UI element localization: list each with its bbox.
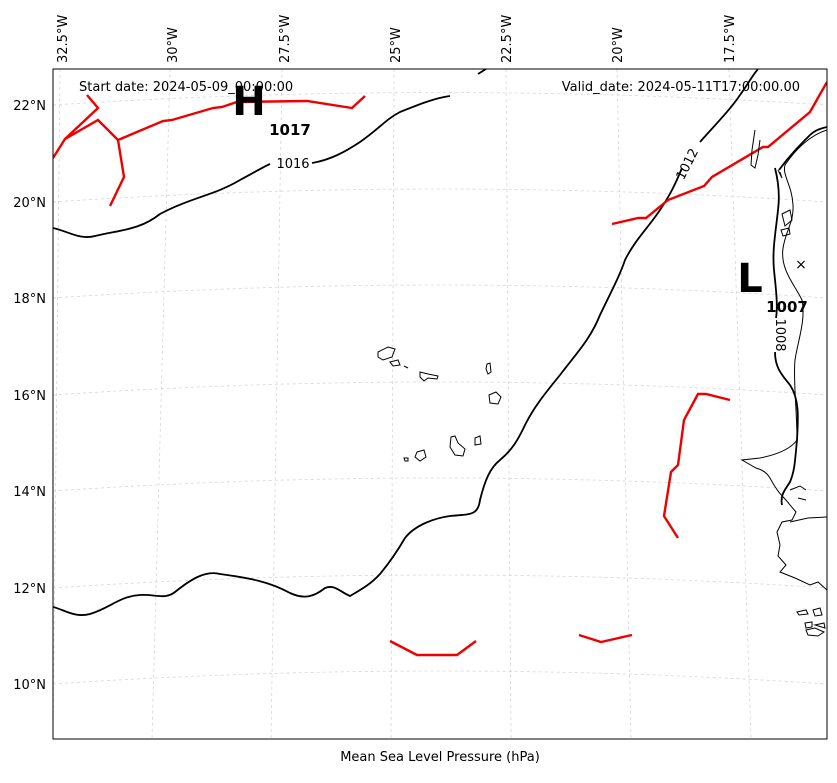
- longitude-labels: 32.5°W 30°W 27.5°W 25°W 22.5°W 20°W 17.5…: [56, 15, 738, 63]
- high-pressure-symbol: H: [232, 79, 265, 125]
- low-pressure-value: 1007: [766, 298, 808, 316]
- meridian-32-5w: [53, 69, 61, 739]
- isobar-label-1012: 1012: [674, 146, 702, 182]
- valid-date: Valid_date: 2024-05-11T17:00:00.00: [562, 80, 800, 95]
- bijagos-5: [813, 622, 826, 629]
- fronts: [53, 81, 827, 657]
- cv-santo-antao: [377, 346, 396, 361]
- parallel-22n: [53, 92, 827, 106]
- african-coast: [740, 129, 827, 591]
- map-frame: [52, 68, 828, 740]
- isobar-label-1016: 1016: [276, 157, 309, 172]
- isobars: [53, 69, 827, 616]
- low-center-marker: ×: [795, 257, 807, 273]
- lat-label-12n: 12°N: [13, 582, 46, 597]
- parallel-10n: [53, 670, 827, 685]
- parallel-12n: [53, 574, 827, 589]
- front-south-1: [389, 639, 477, 657]
- coastlines: [377, 129, 827, 637]
- meridian-30w: [151, 69, 171, 739]
- guinea-bissau-coast: [789, 516, 827, 523]
- bijagos-3: [804, 621, 813, 629]
- cv-maio: [474, 435, 482, 446]
- parallel-14n: [53, 477, 827, 492]
- bijagos-4: [805, 627, 826, 637]
- lon-label-20w: 20°W: [611, 27, 626, 63]
- graticule: [53, 69, 827, 739]
- bijagos-2: [812, 607, 823, 617]
- lon-label-17-5w: 17.5°W: [723, 15, 738, 63]
- parallel-20n: [53, 188, 827, 203]
- lat-label-14n: 14°N: [13, 485, 46, 500]
- island-gulf-2: [780, 227, 791, 237]
- cv-sao-vicente: [389, 359, 401, 367]
- meridian-20w: [616, 69, 632, 739]
- isobar-label-1008: 1008: [772, 318, 787, 351]
- parallel-16n: [53, 381, 827, 396]
- start-date: Start date: 2024-05-09_00:00:00: [79, 80, 293, 95]
- cv-sao-nicolau: [419, 371, 439, 382]
- cv-santiago: [449, 435, 466, 457]
- meridian-22-5w: [505, 69, 512, 739]
- high-pressure-value: 1017: [269, 121, 311, 139]
- meridian-25w: [390, 69, 395, 739]
- parallel-18n: [53, 284, 827, 299]
- isobar-1016-line: [53, 69, 487, 238]
- lat-label-22n: 22°N: [13, 99, 46, 114]
- lat-label-10n: 10°N: [13, 678, 46, 693]
- front-northeast: [611, 81, 827, 226]
- bijagos-1: [796, 609, 809, 616]
- front-south-2: [578, 633, 633, 644]
- coast-inlet-north: [750, 129, 761, 169]
- lat-label-20n: 20°N: [13, 196, 46, 211]
- cv-sal: [485, 362, 492, 375]
- lon-label-22-5w: 22.5°W: [500, 15, 515, 63]
- latitude-labels: 22°N 20°N 18°N 16°N 14°N 12°N 10°N: [13, 99, 46, 693]
- lon-label-25w: 25°W: [389, 27, 404, 63]
- isobar-1008-outer: [778, 126, 827, 171]
- front-east: [662, 392, 731, 539]
- island-gulf-1: [781, 209, 793, 227]
- isobar-1012-line: [53, 69, 759, 616]
- lon-label-27-5w: 27.5°W: [278, 15, 293, 63]
- lon-label-32-5w: 32.5°W: [56, 15, 71, 63]
- front-northwest: [53, 94, 366, 207]
- lon-label-30w: 30°W: [166, 27, 181, 63]
- low-pressure-symbol: L: [737, 256, 763, 302]
- cv-santa-luzia: [403, 365, 409, 369]
- lat-label-18n: 18°N: [13, 292, 46, 307]
- cv-fogo: [414, 449, 427, 462]
- meridian-17-5w: [728, 69, 752, 739]
- cape-blanc: [777, 169, 783, 179]
- gambia-coast: [789, 485, 807, 501]
- meridian-27-5w: [270, 69, 283, 739]
- cv-brava: [403, 457, 409, 462]
- cv-boa-vista: [488, 391, 502, 405]
- x-axis-label: Mean Sea Level Pressure (hPa): [340, 750, 540, 765]
- lat-label-16n: 16°N: [13, 389, 46, 404]
